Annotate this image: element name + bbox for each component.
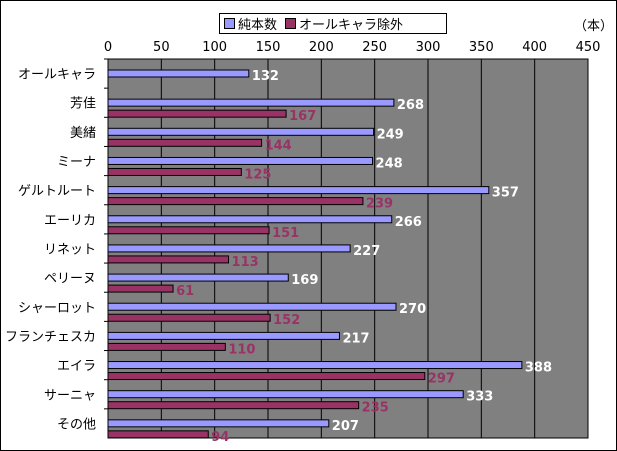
legend-item-series-2: オールキャラ除外 <box>285 14 403 33</box>
category-label: ゲルトルート <box>18 184 96 199</box>
category-label: ミーナ <box>57 155 96 170</box>
bar-series-2 <box>107 167 242 176</box>
x-tick-label-300: 300 <box>416 40 441 55</box>
bar-series-1 <box>107 69 250 78</box>
data-label-series-1: 357 <box>492 186 519 201</box>
data-label-series-1: 207 <box>332 419 359 434</box>
bar-series-1 <box>107 127 375 136</box>
bar-series-1 <box>107 390 464 399</box>
category-label: その他 <box>57 417 96 432</box>
x-tick-label-100: 100 <box>202 40 227 55</box>
data-label-series-2: 297 <box>428 372 455 387</box>
legend-label-series-1: 純本数 <box>238 18 278 33</box>
bar-series-2 <box>107 372 426 381</box>
category-label: エーリカ <box>44 213 96 228</box>
x-tick-label-450: 450 <box>576 40 601 55</box>
bar-series-2 <box>107 138 263 147</box>
category-label: エイラ <box>57 359 96 374</box>
bar-series-1 <box>107 361 523 370</box>
x-tick-label-50: 50 <box>153 40 170 55</box>
x-tick-label-0: 0 <box>104 40 112 55</box>
category-label: 美緒 <box>70 126 96 141</box>
data-label-series-2: 61 <box>176 284 194 299</box>
bar-series-1 <box>107 273 289 282</box>
data-label-series-1: 270 <box>399 302 426 317</box>
category-label: シャーロット <box>18 301 96 316</box>
data-label-series-2: 110 <box>228 342 255 357</box>
data-label-series-1: 268 <box>397 98 424 113</box>
data-label-series-1: 249 <box>377 127 404 142</box>
x-tick-label-350: 350 <box>469 40 494 55</box>
category-label: オールキャラ <box>18 68 96 83</box>
x-tick-label-400: 400 <box>522 40 547 55</box>
bar-series-2 <box>107 342 226 351</box>
data-label-series-2: 239 <box>366 197 393 212</box>
data-label-series-2: 167 <box>289 109 316 124</box>
bar-series-2 <box>107 284 174 293</box>
data-label-series-1: 132 <box>252 69 279 84</box>
data-label-series-2: 94 <box>211 430 229 445</box>
data-label-series-1: 169 <box>291 273 318 288</box>
category-label: ペリーヌ <box>44 272 96 287</box>
category-label: フランチェスカ <box>5 330 96 345</box>
data-label-series-1: 217 <box>342 331 369 346</box>
unit-label: （本） <box>574 19 614 34</box>
bar-series-1 <box>107 419 330 428</box>
bar-series-1 <box>107 98 395 107</box>
bar-series-1 <box>107 331 340 340</box>
bar-series-1 <box>107 156 374 165</box>
x-tick-label-200: 200 <box>309 40 334 55</box>
x-tick-label-150: 150 <box>256 40 281 55</box>
bar-series-1 <box>107 186 490 195</box>
category-label: 芳佳 <box>70 97 96 112</box>
x-tick-label-250: 250 <box>362 40 387 55</box>
legend-swatch-series-2 <box>285 18 297 29</box>
data-label-series-2: 151 <box>272 226 299 241</box>
data-label-series-1: 227 <box>353 244 380 259</box>
data-label-series-2: 152 <box>273 313 300 328</box>
bar-series-2 <box>107 401 360 410</box>
category-label: リネット <box>44 243 96 258</box>
data-label-series-1: 248 <box>376 156 403 171</box>
bar-series-2 <box>107 255 230 264</box>
data-label-series-2: 113 <box>232 255 259 270</box>
bar-series-1 <box>107 302 397 311</box>
data-label-series-2: 235 <box>362 401 389 416</box>
data-label-series-1: 266 <box>395 215 422 230</box>
bar-series-1 <box>107 244 351 253</box>
data-label-series-2: 144 <box>265 138 292 153</box>
data-label-series-2: 125 <box>244 167 271 182</box>
data-label-series-1: 333 <box>466 390 493 405</box>
legend-swatch-series-1 <box>224 18 235 29</box>
data-label-series-1: 388 <box>525 361 552 376</box>
category-label: サーニャ <box>44 388 96 403</box>
legend: 純本数 オールキャラ除外 <box>219 13 447 34</box>
bar-series-1 <box>107 215 393 224</box>
bar-series-2 <box>107 226 270 235</box>
bar-series-2 <box>107 313 271 322</box>
bar-series-2 <box>107 430 209 439</box>
bar-series-2 <box>107 197 364 206</box>
legend-item-series-1: 純本数 <box>224 14 277 33</box>
legend-label-series-2: オールキャラ除外 <box>299 18 404 33</box>
bar-series-2 <box>107 109 287 118</box>
